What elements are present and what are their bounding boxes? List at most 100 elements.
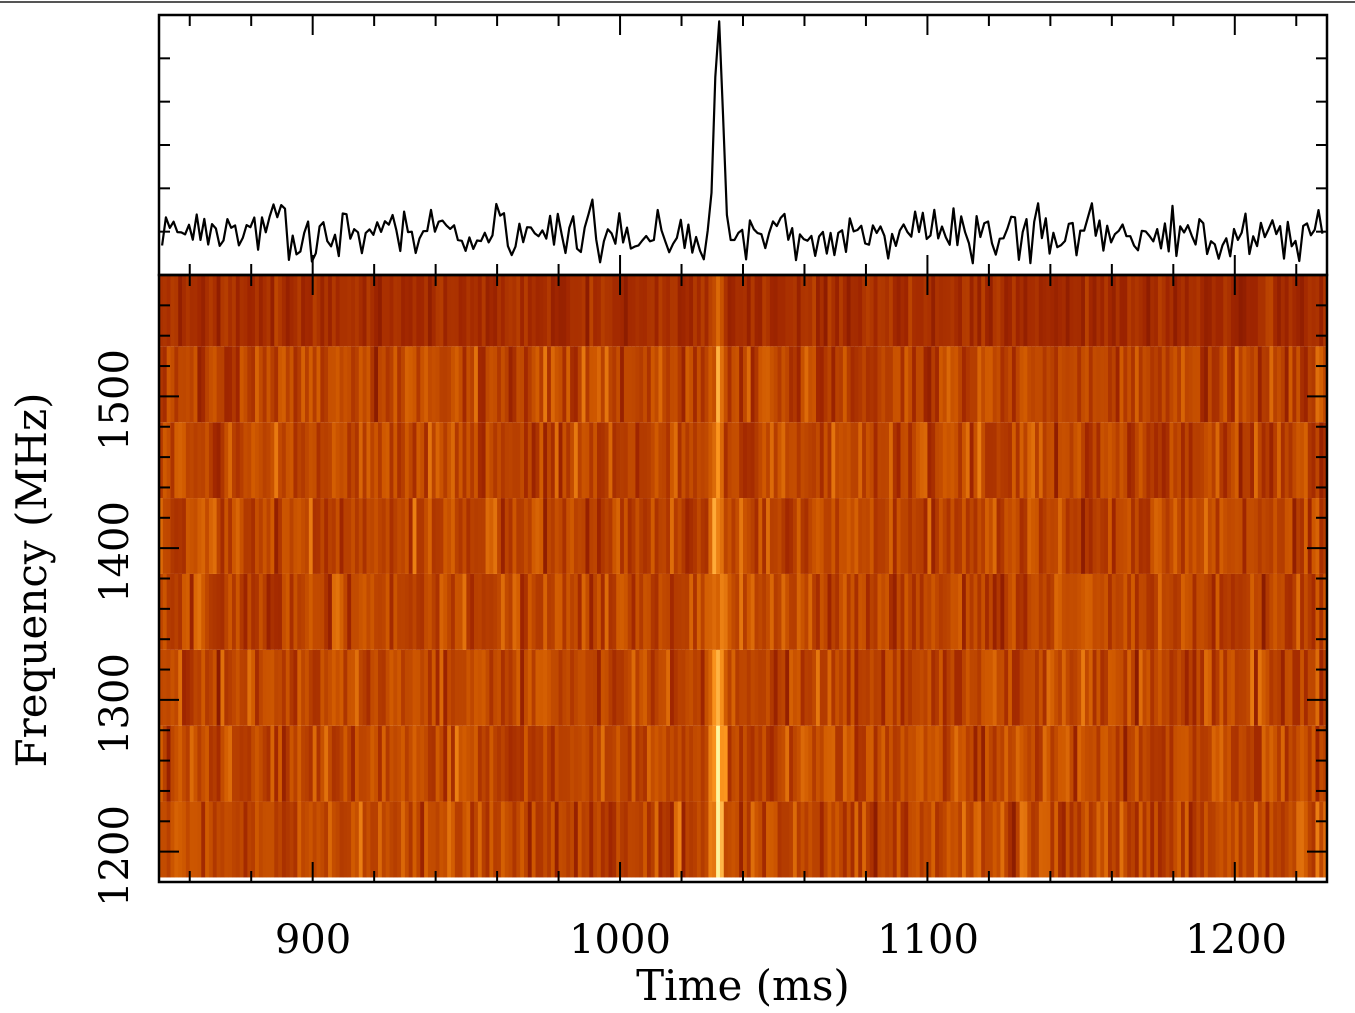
heatmap-cell <box>792 801 798 878</box>
heatmap-cell <box>946 275 951 347</box>
heatmap-cell <box>412 573 417 650</box>
heatmap-cell <box>477 649 483 726</box>
heatmap-cell <box>558 422 563 499</box>
heatmap-cell <box>727 422 732 499</box>
heatmap-cell <box>1046 573 1051 650</box>
heatmap-cell <box>497 573 502 650</box>
heatmap-cell <box>627 346 632 423</box>
heatmap-cell <box>650 275 656 347</box>
heatmap-cell <box>1184 801 1190 878</box>
heatmap-cell <box>643 422 648 499</box>
heatmap-cell <box>1273 346 1278 423</box>
heatmap-cell <box>935 725 940 802</box>
heatmap-cell <box>1265 801 1270 878</box>
heatmap-cell <box>942 275 948 347</box>
heatmap-cell <box>566 498 571 574</box>
heatmap-cell <box>1054 801 1059 878</box>
heatmap-cell <box>424 573 429 650</box>
heatmap-cell <box>193 346 198 423</box>
heatmap-cell <box>1307 498 1313 574</box>
heatmap-cell <box>451 275 456 347</box>
heatmap-cell <box>305 346 310 423</box>
heatmap-cell <box>935 275 940 347</box>
heatmap-cell <box>677 275 682 347</box>
heatmap-cell <box>600 649 606 726</box>
heatmap-cell <box>1011 801 1017 878</box>
heatmap-cell <box>877 573 882 650</box>
heatmap-cell <box>197 498 202 574</box>
heatmap-cell <box>500 275 506 347</box>
heatmap-cell <box>1011 275 1017 347</box>
heatmap-cell <box>1254 649 1259 726</box>
heatmap-cell <box>1150 725 1155 802</box>
heatmap-cell <box>278 801 283 878</box>
heatmap-cell <box>620 725 625 802</box>
heatmap-cell <box>1096 725 1101 802</box>
heatmap-cell <box>251 801 256 878</box>
heatmap-cell <box>477 801 483 878</box>
heatmap-cell <box>850 801 855 878</box>
heatmap-cell <box>1146 275 1151 347</box>
heatmap-cell <box>1069 649 1074 726</box>
heatmap-cell <box>646 725 652 802</box>
heatmap-cell <box>662 725 667 802</box>
heatmap-cell <box>769 725 775 802</box>
heatmap-cell <box>785 422 790 499</box>
heatmap-cell <box>520 275 525 347</box>
heatmap-cell <box>174 725 179 802</box>
heatmap-cell <box>577 498 583 574</box>
heatmap-cell <box>1035 649 1040 726</box>
heatmap-cell <box>723 422 729 499</box>
heatmap-cell <box>550 649 556 726</box>
heatmap-cell <box>950 649 955 726</box>
heatmap-cell <box>228 275 233 347</box>
heatmap-cell <box>912 725 917 802</box>
heatmap-cell <box>1054 725 1059 802</box>
heatmap-cell <box>604 725 609 802</box>
heatmap-cell <box>362 725 367 802</box>
heatmap-cell <box>892 725 898 802</box>
heatmap-cell <box>773 573 778 650</box>
heatmap-cell <box>589 422 594 499</box>
heatmap-cell <box>762 346 767 423</box>
heatmap-cell <box>331 498 337 574</box>
heatmap-cell <box>981 573 986 650</box>
heatmap-cell <box>201 801 206 878</box>
heatmap-cell <box>600 422 606 499</box>
heatmap-cell <box>1077 422 1082 499</box>
heatmap-cell <box>1184 275 1190 347</box>
heatmap-cell <box>1296 498 1301 574</box>
heatmap-cell <box>220 346 225 423</box>
heatmap-cell <box>431 801 437 878</box>
heatmap-cell <box>1280 573 1286 650</box>
heatmap-cell <box>531 801 536 878</box>
heatmap-cell <box>1246 275 1251 347</box>
heatmap-cell <box>654 801 659 878</box>
heatmap-cell <box>735 573 740 650</box>
heatmap-cell <box>235 801 241 878</box>
heatmap-cell <box>159 346 164 423</box>
heatmap-cell <box>623 275 629 347</box>
heatmap-cell <box>850 725 855 802</box>
heatmap-cell <box>1104 649 1109 726</box>
heatmap-cell <box>1215 649 1220 726</box>
heatmap-cell <box>447 275 452 347</box>
heatmap-cell <box>493 649 498 726</box>
heatmap-cell <box>477 725 483 802</box>
heatmap-cell <box>193 649 198 726</box>
heatmap-cell <box>1269 422 1274 499</box>
heatmap-cell <box>1315 346 1320 423</box>
heatmap-cell <box>750 649 755 726</box>
heatmap-cell <box>1269 649 1274 726</box>
heatmap-cell <box>604 422 609 499</box>
heatmap-cell <box>662 275 667 347</box>
heatmap-cell <box>1142 801 1147 878</box>
heatmap-cell <box>1108 275 1113 347</box>
heatmap-cell <box>931 801 936 878</box>
heatmap-cell <box>328 649 333 726</box>
heatmap-cell <box>923 275 928 347</box>
heatmap-cell <box>489 573 494 650</box>
heatmap-cell <box>612 801 617 878</box>
heatmap-cell <box>416 573 421 650</box>
heatmap-cell <box>220 498 225 574</box>
